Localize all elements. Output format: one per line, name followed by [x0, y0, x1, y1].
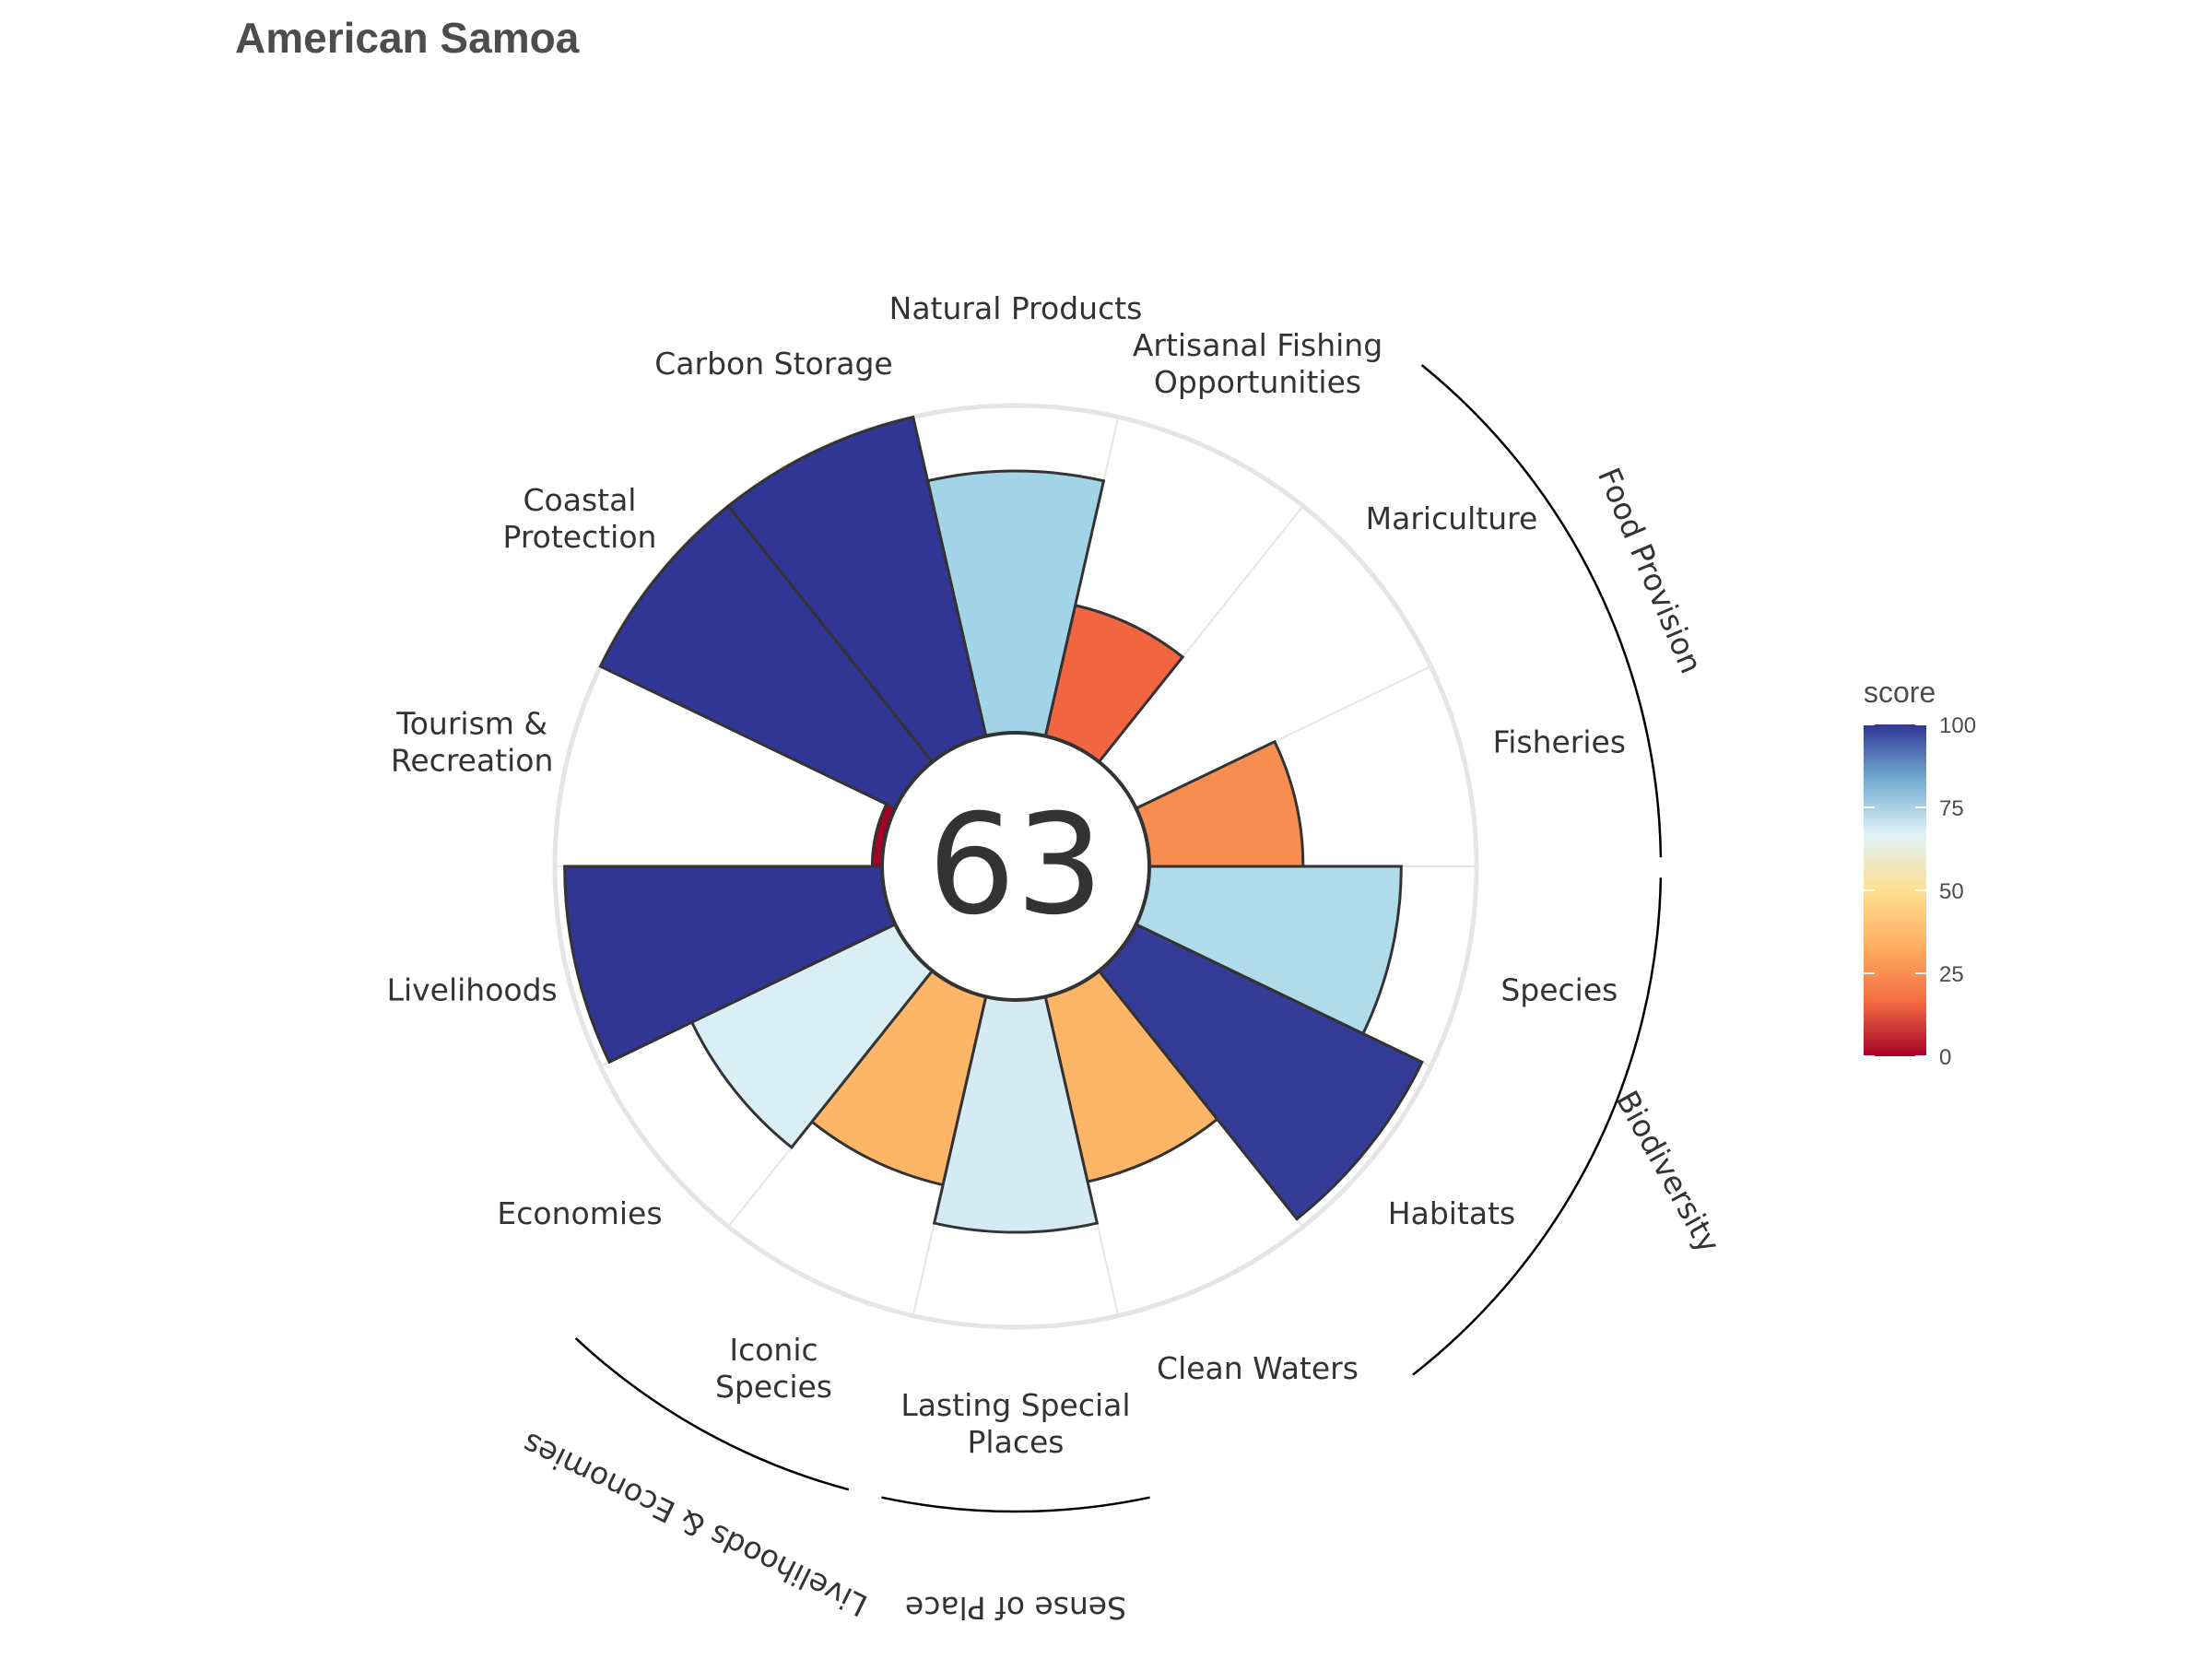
group-arc-food-provision [1420, 364, 1663, 858]
goal-label-habitats: Habitats [1388, 1195, 1515, 1231]
legend-tick-label: 100 [1939, 713, 1976, 738]
goal-label-carbon-storage: Carbon Storage [654, 346, 893, 382]
group-label-biodiversity: Biodiversity [1609, 1085, 1727, 1259]
center-score: 63 [928, 785, 1104, 946]
goal-label-livelihoods: Livelihoods [387, 972, 558, 1008]
chart-title: American Samoa [235, 14, 580, 62]
group-arc-sense-of-place [881, 1496, 1150, 1513]
goal-label-artisanal: Artisanal Fishing Opportunities [1133, 327, 1382, 400]
legend-tick-label: 75 [1939, 796, 1964, 821]
group-label-livelihoods-economies: Livelihoods & Economies [516, 1425, 872, 1623]
goal-label-species: Species [1500, 972, 1618, 1008]
goal-label-clean-waters: Clean Waters [1157, 1350, 1359, 1386]
goal-label-fisheries: Fisheries [1493, 724, 1626, 759]
group-label-sense-of-place: Sense of Place [905, 1590, 1126, 1626]
legend-tick-label: 50 [1939, 879, 1964, 904]
goal-label-iconic-species: Iconic Species [715, 1332, 832, 1405]
goal-label-coastal-protection: Coastal Protection [503, 482, 657, 555]
legend: score 0 25 50 75 100 [1864, 676, 1976, 1070]
goal-labels: Fisheries Mariculture Artisanal Fishing Opp… [387, 290, 1626, 1460]
center-circle [880, 731, 1151, 1002]
group-label-food-provision: Food Provision [1591, 463, 1710, 678]
bar-fisheries [1134, 739, 1305, 868]
goal-label-lasting-special-places: Lasting Special Places [900, 1387, 1130, 1460]
legend-tick-label: 0 [1939, 1045, 1951, 1070]
legend-title: score [1864, 676, 1936, 709]
goal-label-economies: Economies [497, 1195, 662, 1231]
goal-label-natural-products: Natural Products [889, 290, 1143, 326]
goal-label-tourism: Tourism & Recreation [391, 705, 553, 778]
group-arc-biodiversity [1412, 877, 1663, 1376]
legend-tick-label: 25 [1939, 962, 1964, 987]
group-arc-livelihoods-economies [574, 1337, 850, 1491]
goal-label-mariculture: Mariculture [1366, 500, 1538, 536]
